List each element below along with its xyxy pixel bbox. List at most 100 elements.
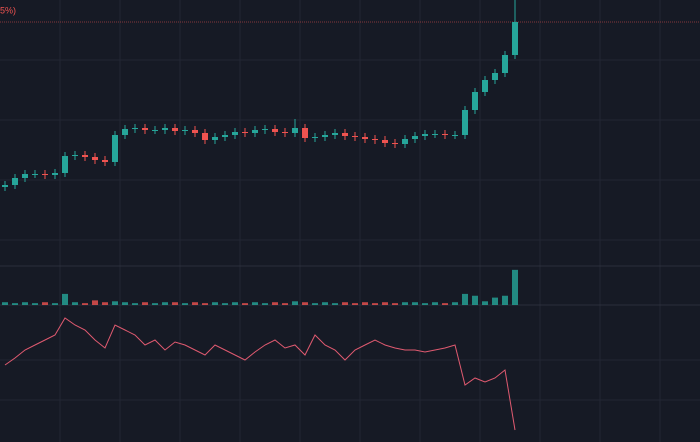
- volume-bar: [12, 303, 18, 305]
- candle-body: [382, 140, 388, 143]
- candle-body: [32, 174, 38, 175]
- volume-bar: [122, 302, 128, 305]
- volume-bar: [472, 295, 478, 305]
- candle-body: [462, 110, 468, 135]
- volume-bar: [292, 301, 298, 305]
- candle-body: [442, 134, 448, 135]
- volume-bar: [442, 303, 448, 305]
- volume-bar: [512, 269, 518, 305]
- volume-bar: [172, 302, 178, 305]
- volume-bar: [502, 295, 508, 305]
- candle-body: [272, 129, 278, 132]
- candle-body: [332, 133, 338, 135]
- candle-body: [112, 135, 118, 162]
- volume-bar: [482, 301, 488, 305]
- candle-body: [432, 134, 438, 135]
- candle-body: [132, 128, 138, 129]
- candle-body: [402, 139, 408, 144]
- candle-body: [142, 128, 148, 130]
- volume-bar: [342, 302, 348, 305]
- volume-bar: [42, 302, 48, 305]
- volume-bar: [162, 302, 168, 305]
- volume-bar: [492, 297, 498, 305]
- volume-bar: [202, 303, 208, 305]
- volume-bar: [32, 303, 38, 305]
- candle-body: [212, 137, 218, 140]
- volume-bar: [382, 302, 388, 305]
- candle-body: [122, 129, 128, 135]
- volume-bar: [2, 302, 8, 305]
- volume-bar: [312, 303, 318, 305]
- candle-body: [452, 135, 458, 136]
- volume-bar: [142, 302, 148, 305]
- candle-body: [12, 178, 18, 185]
- candle-body: [182, 130, 188, 131]
- volume-bar: [422, 303, 428, 305]
- volume-bar: [52, 303, 58, 305]
- volume-bar: [152, 303, 158, 305]
- volume-bar: [72, 302, 78, 305]
- volume-bar: [252, 302, 258, 305]
- candle-body: [172, 128, 178, 131]
- candle-body: [262, 129, 268, 130]
- candle-body: [352, 136, 358, 137]
- volume-bar: [92, 300, 98, 305]
- volume-bar: [82, 303, 88, 305]
- volume-bar: [412, 302, 418, 305]
- volume-bar: [62, 293, 68, 305]
- volume-bar: [192, 302, 198, 305]
- volume-bar: [132, 303, 138, 305]
- volume-bar: [392, 303, 398, 305]
- candle-body: [422, 134, 428, 136]
- candle-body: [282, 132, 288, 133]
- volume-bar: [262, 303, 268, 305]
- candle-body: [472, 92, 478, 110]
- candle-body: [222, 135, 228, 137]
- candle-body: [92, 157, 98, 160]
- candle-body: [22, 174, 28, 178]
- indicator-line: [4, 317, 516, 431]
- candle-body: [312, 137, 318, 138]
- candle-body: [162, 128, 168, 130]
- volume-bar: [432, 302, 438, 305]
- candle-body: [512, 22, 518, 55]
- volume-bar: [112, 301, 118, 305]
- candle-body: [102, 160, 108, 162]
- candle-body: [362, 137, 368, 139]
- volume-bar: [232, 302, 238, 305]
- volume-bar: [282, 303, 288, 305]
- volume-bar: [452, 302, 458, 305]
- candle-body: [392, 143, 398, 144]
- volume-bar: [212, 302, 218, 305]
- candle-body: [372, 139, 378, 140]
- volume-bar: [352, 303, 358, 305]
- candle-body: [62, 156, 68, 173]
- volume-bar: [302, 302, 308, 305]
- candle-body: [302, 128, 308, 138]
- volume-bar: [372, 303, 378, 305]
- volume-bar: [102, 302, 108, 305]
- candle-body: [482, 80, 488, 92]
- candle-body: [322, 135, 328, 137]
- volume-bar: [462, 293, 468, 305]
- candle-body: [232, 132, 238, 135]
- candle-body: [2, 185, 8, 187]
- volume-bar: [22, 302, 28, 305]
- volume-bar: [322, 302, 328, 305]
- price-change-label: 5%): [0, 5, 16, 15]
- candle-body: [202, 133, 208, 140]
- candle-body: [492, 73, 498, 80]
- volume-bar: [332, 303, 338, 305]
- volume-bar: [222, 303, 228, 305]
- volume-bar: [362, 302, 368, 305]
- candle-body: [192, 130, 198, 133]
- candle-body: [502, 55, 508, 73]
- candle-body: [152, 130, 158, 131]
- volume-bar: [402, 302, 408, 305]
- candle-body: [252, 130, 258, 133]
- volume-bar: [242, 303, 248, 305]
- candle-body: [292, 128, 298, 133]
- candle-body: [52, 173, 58, 175]
